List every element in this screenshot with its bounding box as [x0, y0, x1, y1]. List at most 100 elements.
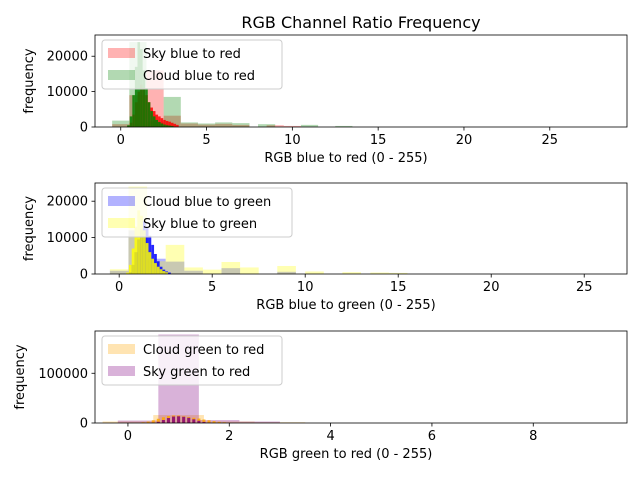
- x-tick-label: 10: [284, 133, 301, 148]
- bar-series-2: [137, 210, 141, 274]
- y-tick-label: 0: [80, 268, 88, 283]
- bar-series-2-overlay: [388, 272, 408, 274]
- bar-series-2: [127, 125, 130, 127]
- bar-series-2: [142, 230, 146, 274]
- axes-frame: [94, 182, 628, 275]
- panel-3: 0 2 4 6 8 0 100000 RGB green to red (0 - 255) fr…: [13, 330, 628, 462]
- bar-series-2: [156, 421, 160, 423]
- bar-series-2-overlay: [277, 265, 296, 274]
- x-axis-label: RGB blue to green (0 - 255): [256, 298, 435, 313]
- bar-series-2: [187, 417, 191, 423]
- bar-series-2: [152, 116, 156, 127]
- bar-series-1-overlay: [215, 123, 233, 127]
- bar-series-2-overlay: [163, 96, 181, 127]
- x-tick-label: 0: [117, 133, 125, 148]
- bar-series-2: [163, 124, 166, 127]
- bar-series-1: [168, 121, 171, 127]
- bar-series-2: [161, 420, 165, 423]
- bar-series-1-overlay: [221, 268, 241, 274]
- x-tick-label: 2: [225, 429, 233, 444]
- panel-1: 0 5 10 15 20 25 0 10000 20000 RGB blue to red (0 …: [22, 34, 628, 166]
- bar-series-1: [217, 421, 221, 423]
- bar-series-2: [147, 102, 151, 127]
- bar-series-2: [165, 125, 169, 127]
- bar-series-2-overlay: [240, 267, 259, 274]
- bar-series-1: [207, 420, 211, 423]
- bar-series-2: [165, 272, 169, 274]
- bar-series-2-overlay: [370, 272, 389, 274]
- bar-series-2: [145, 243, 149, 274]
- legend-swatch-2: [108, 70, 135, 80]
- legend-swatch-1: [108, 196, 135, 206]
- bar-series-1: [151, 420, 155, 423]
- bar-series-2-overlay: [109, 269, 129, 274]
- x-axis-label: RGB green to red (0 - 255): [260, 447, 433, 462]
- y-tick-label: 20000: [47, 195, 88, 210]
- bar-series-2: [142, 70, 146, 127]
- legend-label-2: Cloud blue to red: [143, 69, 255, 84]
- legend-label-2: Sky green to red: [143, 365, 250, 380]
- bar-series-1: [158, 116, 161, 127]
- bar-series-2-overlay: [202, 269, 222, 274]
- bar-series-2: [151, 258, 155, 274]
- y-axis-label: frequency: [13, 344, 28, 410]
- x-tick-label: 25: [576, 280, 593, 295]
- bar-series-2: [148, 252, 152, 274]
- bar-series-2: [192, 419, 196, 423]
- x-tick-label: 20: [483, 280, 500, 295]
- bar-series-2: [150, 111, 153, 127]
- bar-series-2: [134, 226, 138, 274]
- bar-series-1-overlay: [197, 124, 216, 127]
- bar-series-1: [170, 122, 174, 127]
- bar-series-1-overlay: [180, 123, 198, 127]
- bar-series-2-overlay: [305, 271, 324, 274]
- bar-series-1: [163, 119, 166, 127]
- x-tick-label: 4: [326, 429, 334, 444]
- legend-box: [101, 39, 283, 90]
- bar-series-2-overlay: [165, 244, 185, 274]
- legend-swatch-1: [108, 344, 135, 354]
- bar-series-1: [176, 124, 179, 127]
- bar-series-2: [172, 416, 176, 423]
- bar-series-1: [168, 272, 171, 274]
- legend-swatch-2: [108, 218, 135, 228]
- y-tick-label: 10000: [47, 85, 88, 100]
- bar-series-1-overlay: [277, 271, 296, 274]
- x-tick-label: 0: [124, 429, 132, 444]
- bar-series-2: [132, 95, 135, 127]
- bar-series-2: [156, 266, 160, 274]
- bar-series-2-overlay: [300, 124, 319, 127]
- bar-series-1-overlay: [102, 421, 154, 423]
- bar-series-2-overlay: [221, 261, 241, 274]
- bar-series-2: [154, 263, 157, 274]
- bar-series-2: [129, 116, 133, 127]
- bar-series-2: [168, 125, 171, 127]
- bar-series-2: [182, 416, 186, 423]
- x-tick-label: 25: [542, 133, 559, 148]
- bar-series-2: [159, 269, 163, 274]
- bar-series-2: [162, 271, 166, 274]
- bar-series-2-overlay: [335, 125, 353, 127]
- bar-series-2-overlay: [198, 420, 240, 423]
- bar-series-1: [173, 123, 177, 127]
- x-tick-label: 5: [208, 280, 216, 295]
- bar-series-2-overlay: [180, 122, 198, 127]
- bar-series-2: [160, 123, 164, 127]
- bar-series-1: [165, 120, 169, 127]
- bar-series-1-overlay: [109, 270, 129, 274]
- bar-series-1: [197, 418, 201, 423]
- bar-series-2: [131, 248, 135, 274]
- panel-2: 0 5 10 15 20 25 0 10000 20000 RGB blue to green (…: [22, 182, 628, 313]
- y-tick-label: 10000: [47, 231, 88, 246]
- y-axis-label: frequency: [22, 196, 37, 262]
- chart-title: RGB Channel Ratio Frequency: [241, 13, 480, 32]
- x-tick-label: 5: [202, 133, 210, 148]
- bar-series-2: [177, 416, 181, 423]
- y-tick-label: 0: [80, 417, 88, 432]
- legend-box: [101, 187, 293, 238]
- bar-series-2: [134, 66, 138, 127]
- legend-label-1: Cloud blue to green: [143, 195, 271, 210]
- bars-group: [112, 42, 353, 127]
